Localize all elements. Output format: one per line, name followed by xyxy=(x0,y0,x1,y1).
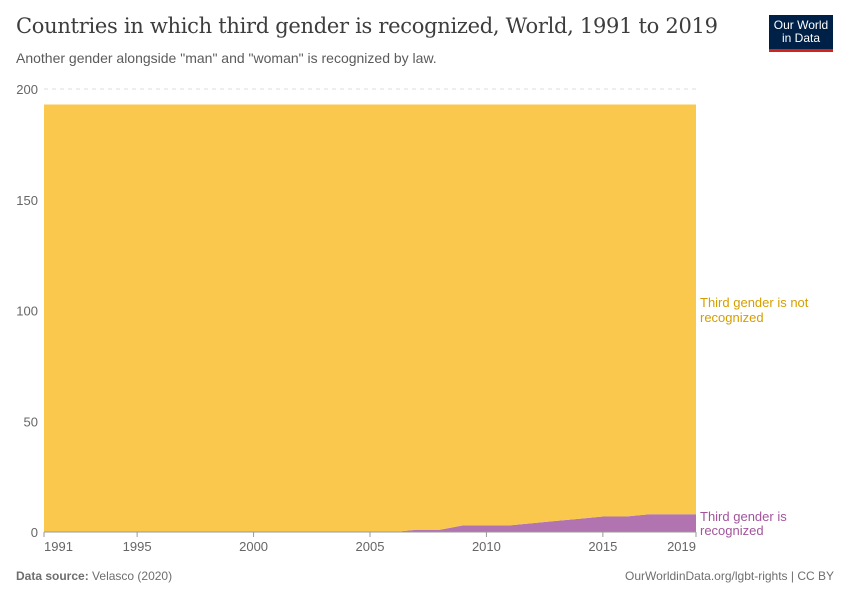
x-tick-label: 2005 xyxy=(356,539,385,554)
series-label: Third gender is not xyxy=(700,295,809,310)
area-third-gender-is-recognized xyxy=(44,514,696,532)
owid-logo[interactable]: Our World in Data xyxy=(769,15,833,52)
series-label: recognized xyxy=(700,523,764,538)
logo-text: Our World in Data xyxy=(773,18,829,45)
chart-subtitle: Another gender alongside "man" and "woma… xyxy=(16,50,437,66)
x-tick-label: 2019 xyxy=(667,539,696,554)
x-tick-label: 2010 xyxy=(472,539,501,554)
x-tick-label: 2015 xyxy=(588,539,617,554)
x-tick-label: 1995 xyxy=(123,539,152,554)
y-tick-label: 200 xyxy=(16,82,38,97)
y-tick-label: 150 xyxy=(16,193,38,208)
series-label: recognized xyxy=(700,310,764,325)
series-label: Third gender is xyxy=(700,509,787,524)
area-third-gender-is-not-recognized xyxy=(44,104,696,532)
y-tick-label: 100 xyxy=(16,304,38,319)
x-tick-label: 1991 xyxy=(44,539,73,554)
source-value[interactable]: Velasco (2020) xyxy=(92,569,173,583)
footer-link[interactable]: OurWorldinData.org/lgbt-rights | CC BY xyxy=(625,569,834,583)
x-tick-label: 2000 xyxy=(239,539,268,554)
data-source: Data source: Velasco (2020) xyxy=(16,569,172,583)
y-tick-label: 50 xyxy=(24,414,38,429)
y-tick-label: 0 xyxy=(31,525,38,540)
chart-title: Countries in which third gender is recog… xyxy=(16,14,718,38)
source-label: Data source: xyxy=(16,569,89,583)
